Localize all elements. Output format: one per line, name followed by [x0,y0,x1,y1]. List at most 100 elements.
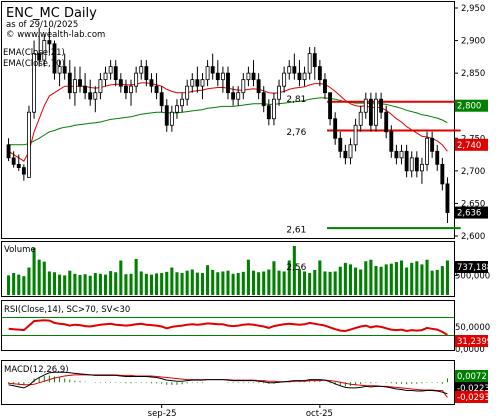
volume-bar [379,266,383,295]
candle-body [21,167,26,175]
candle-body [226,72,230,94]
candle-body [108,66,113,74]
volume-bar [435,269,439,295]
candle-body [169,111,174,126]
price-tick-label: 2,650 [461,199,485,209]
volume-bar [109,271,113,295]
rsi-badge-bg [455,335,488,347]
price-annotation: 2,61 [286,225,306,235]
price-panel [1,1,455,239]
candle-body [62,66,67,74]
volume-bar [170,267,174,295]
volume-bar [343,262,347,295]
candle-body [323,79,327,94]
volume-bar [221,271,225,295]
candle-body [72,79,77,94]
volume-bar [7,275,11,295]
price-tick-label: 2,900 [461,37,485,47]
candle-body [103,72,108,81]
candle-body [205,66,210,81]
volume-bar [410,262,414,295]
candle-body [241,79,246,94]
candle-body [215,72,220,81]
candle-body [287,66,292,74]
volume-bar [68,270,72,295]
volume-bar [292,245,296,295]
volume-bar [430,270,434,295]
macd-badge-1: -0,0223 [457,384,490,394]
candle-body [409,157,414,172]
candle-body [220,72,225,81]
volume-bar [231,273,235,295]
rsi-tick-label: 50,0000 [455,323,490,333]
candle-body [414,157,419,172]
price-badge-2: 2,636 [457,209,481,219]
volume-bar [308,273,312,295]
volume-annotation: 2,56 [286,263,306,273]
candle-body [47,40,52,45]
volume-bar [313,269,317,295]
volume-bar [282,271,286,295]
volume-bar [251,270,256,295]
rsi-line [8,319,448,336]
candle-body [440,163,445,185]
macd-badge-2: -0,0293 [457,393,490,403]
legend-ema21: EMA(Close,21) [3,48,65,58]
x-tick-label: sep-25 [148,409,177,419]
candle-body [435,150,440,165]
candle-body [271,98,276,120]
volume-bar [359,269,363,295]
volume-bar [52,272,57,295]
volume-bar [195,272,199,295]
volume-bar [98,273,102,295]
candle-body [42,40,47,61]
volume-bar [338,266,342,295]
volume-bar [236,273,240,295]
rsi-title: RSI(Close,14), SC>70, SV<30 [4,305,130,315]
candle-body [124,85,128,94]
candle-body [93,92,98,100]
candle-body [404,150,409,172]
volume-bar [88,275,92,295]
candle-body [200,79,205,87]
x-axis: sep-25 oct-25 [148,404,333,419]
price-tick-label: 2,850 [461,69,485,79]
volume-bar [185,270,189,295]
macd-badge-2-bg [455,391,488,403]
volume-title: Volume [4,245,36,255]
chart-title: ENC_MC Daily [6,6,97,21]
volume-bars [7,245,449,295]
candle-body [159,92,164,107]
volume-bar [63,275,67,295]
legend-ema70: EMA(Close,70) [3,59,65,69]
volume-bar [93,273,97,295]
volume-bar [58,274,62,295]
candle-body [266,105,271,120]
candle-body [88,92,93,100]
site-credit: © www.wealth-lab.com [6,30,105,40]
volume-bar [144,273,148,295]
volume-bar [303,271,307,295]
candle-body [129,85,133,94]
volume-bar [200,273,205,295]
candle-body [374,98,378,126]
volume-bar [160,273,164,295]
candle-body [185,85,190,100]
candle-body [180,98,185,107]
candle-body [11,157,16,165]
volume-bar [12,273,16,295]
rsi-tick-label: 0,0000 [455,345,485,355]
volume-bar [272,261,276,295]
volume-bar [37,259,41,295]
candle-body [231,92,236,100]
candle-body [368,98,373,126]
volume-bar [354,267,358,295]
price-badge-1: 2,740 [457,141,481,151]
volume-bar [262,271,266,295]
volume-bar [134,258,138,295]
volume-bar [384,264,388,295]
